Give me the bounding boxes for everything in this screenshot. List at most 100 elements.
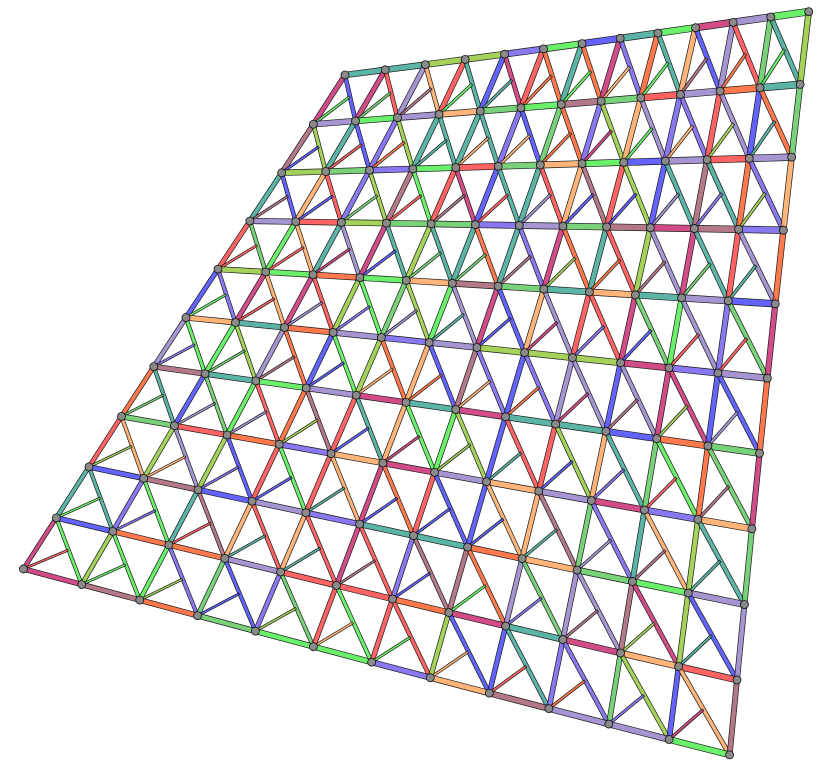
strut-diagonal	[411, 534, 451, 614]
joint-node	[628, 577, 637, 586]
joint-node	[409, 531, 418, 541]
joint-node	[725, 750, 735, 760]
joint-node	[534, 486, 544, 496]
strut-diagonal	[172, 424, 201, 491]
strut-horizontal	[332, 329, 382, 341]
joint-node	[619, 157, 629, 167]
strut-diagonal	[453, 408, 489, 483]
joint-node	[683, 588, 693, 598]
joint-node	[616, 358, 625, 368]
strut-horizontal	[694, 18, 734, 32]
strut-horizontal	[330, 450, 384, 467]
joint-node	[586, 496, 596, 505]
joint-node	[747, 524, 757, 534]
joint-node	[245, 216, 255, 226]
strut-vertical	[772, 229, 787, 305]
strut-horizontal	[88, 464, 145, 482]
strut-vertical	[263, 220, 299, 274]
strut-diagonal	[215, 268, 238, 324]
strut-vertical	[202, 321, 238, 376]
strut-vertical	[780, 156, 795, 231]
joint-node	[376, 333, 386, 342]
strut-diagonal	[403, 401, 437, 474]
joint-node	[332, 581, 341, 590]
joint-node	[425, 673, 435, 683]
strut-diagonal	[54, 516, 84, 586]
strut-diagonal	[222, 557, 258, 633]
joint-node	[355, 273, 365, 282]
joint-node	[517, 554, 527, 563]
strut-vertical	[367, 116, 400, 172]
joint-node	[501, 412, 510, 422]
strut-diagonal	[253, 379, 282, 446]
joint-node	[636, 93, 646, 103]
strut-horizontal	[606, 223, 651, 232]
strut-diagonal	[250, 500, 283, 573]
strut-horizontal	[265, 268, 314, 278]
joint-node	[674, 662, 684, 671]
strut-vertical	[495, 106, 524, 168]
strut-horizontal	[485, 478, 540, 495]
strut-horizontal	[381, 459, 436, 476]
joint-node	[652, 434, 662, 444]
joint-node	[601, 426, 611, 436]
strut-horizontal	[223, 555, 282, 575]
strut-horizontal	[619, 29, 659, 42]
joint-node	[556, 100, 566, 109]
strut-vertical	[410, 113, 442, 171]
strut-horizontal	[748, 153, 793, 163]
joint-node	[135, 595, 145, 605]
joint-node	[762, 373, 772, 383]
joint-node	[493, 281, 503, 291]
joint-node	[645, 223, 655, 233]
joint-node	[493, 161, 503, 171]
strut-vertical	[369, 597, 396, 664]
joint-node	[247, 496, 257, 506]
joint-node	[401, 397, 411, 407]
strut-horizontal	[649, 224, 695, 233]
strut-horizontal	[693, 224, 740, 233]
strut-horizontal	[380, 334, 430, 346]
strut-horizontal	[543, 285, 591, 296]
strut-horizontal	[454, 406, 507, 421]
joint-node	[280, 323, 289, 332]
strut-diagonal	[224, 434, 255, 503]
joint-node	[472, 343, 482, 352]
strut-horizontal	[581, 34, 621, 48]
strut-horizontal	[359, 274, 407, 284]
strut-horizontal	[769, 7, 810, 21]
strut-horizontal	[167, 542, 226, 562]
joint-node	[602, 222, 611, 232]
strut-horizontal	[474, 221, 520, 229]
strut-vertical	[735, 157, 753, 231]
strut-diagonal	[432, 471, 470, 549]
strut-vertical	[726, 679, 740, 756]
strut-vertical	[741, 528, 755, 606]
joint-node	[447, 278, 457, 288]
strut-horizontal	[305, 384, 357, 399]
strut-horizontal	[204, 370, 257, 384]
joint-node	[84, 462, 94, 472]
joint-node	[664, 363, 674, 373]
joint-node	[732, 675, 742, 685]
strut-vertical	[323, 119, 358, 174]
joint-node	[463, 542, 473, 552]
joint-node	[551, 419, 560, 429]
joint-node	[677, 293, 686, 303]
strut-vertical	[666, 297, 685, 369]
joint-node	[444, 608, 454, 617]
strut-horizontal	[562, 222, 608, 231]
joint-node	[220, 554, 230, 563]
strut-horizontal	[283, 324, 334, 336]
strut-horizontal	[217, 266, 267, 275]
strut-diagonal	[141, 477, 171, 546]
strut-horizontal	[142, 475, 199, 493]
strut-horizontal	[523, 349, 574, 362]
joint-node	[482, 477, 491, 487]
strut-horizontal	[554, 420, 607, 435]
strut-horizontal	[451, 279, 499, 290]
strut-horizontal	[717, 369, 769, 382]
joint-node	[604, 719, 614, 729]
strut-vertical	[279, 122, 316, 175]
